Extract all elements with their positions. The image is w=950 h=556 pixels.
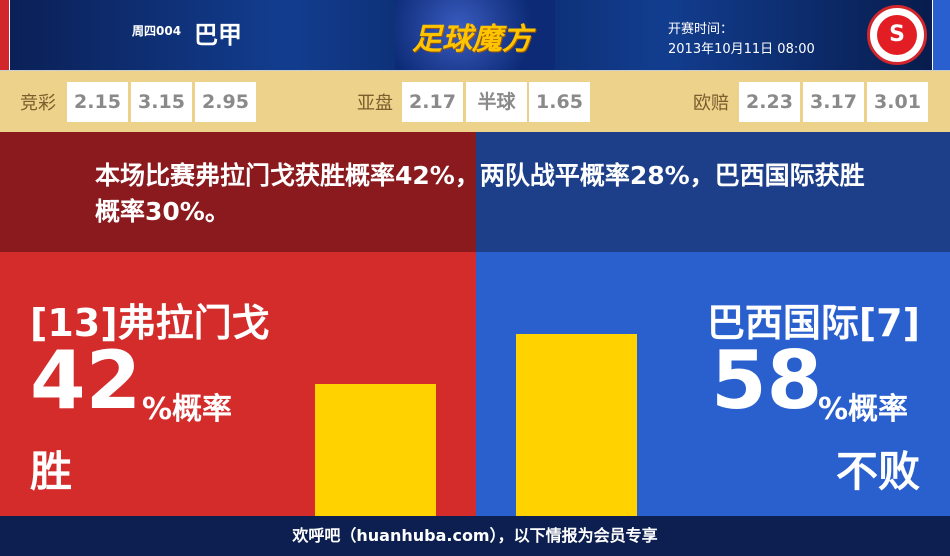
- odds-value: 2.15: [67, 82, 128, 122]
- odds-value: 3.15: [131, 82, 192, 122]
- home-panel: [13]弗拉门戈 42 %概率 胜: [0, 252, 476, 516]
- home-outcome: 胜: [30, 447, 73, 496]
- home-team-name: [13]弗拉门戈: [30, 301, 270, 345]
- summary-bg-away: [476, 132, 950, 252]
- odds-label-jingcai: 竞彩: [20, 93, 56, 114]
- odds-value: 2.95: [195, 82, 256, 122]
- odds-value: 2.17: [402, 82, 463, 122]
- home-team-strip: [0, 0, 10, 70]
- odds-label-euro: 欧赔: [693, 93, 729, 114]
- prediction-summary: 本场比赛弗拉门戈获胜概率42%，两队战平概率28%，巴西国际获胜概率30%。: [95, 161, 865, 226]
- home-percent-unit: %概率: [142, 392, 233, 427]
- home-percent: 42: [30, 334, 142, 427]
- odds-value: 3.17: [803, 82, 864, 122]
- away-probability-bar: [516, 334, 637, 516]
- footer-notice: 欢呼吧（huanhuba.com），以下情报为会员专享: [0, 516, 950, 556]
- odds-value: 2.23: [739, 82, 800, 122]
- odds-value: 半球: [466, 82, 527, 122]
- away-team-strip: [932, 0, 950, 70]
- odds-value: 1.65: [529, 82, 590, 122]
- home-probability-bar: [315, 384, 436, 516]
- odds-label-asian: 亚盘: [357, 93, 393, 114]
- internacional-badge-icon: S: [867, 5, 927, 65]
- away-panel: 巴西国际[7] 58 %概率 不败: [476, 252, 950, 516]
- away-outcome: 不败: [835, 447, 920, 496]
- odds-bar: 竞彩 2.15 3.15 2.95 亚盘 2.17 半球 1.65 欧赔 2.2…: [0, 70, 950, 132]
- away-percent: 58: [711, 334, 823, 427]
- match-number: 周四004: [132, 24, 182, 38]
- odds-value: 3.01: [867, 82, 928, 122]
- summary-bg-home: [0, 132, 476, 252]
- kickoff-label: 开赛时间：: [668, 22, 734, 37]
- site-logo: 足球魔方: [412, 22, 532, 57]
- away-team-name: 巴西国际[7]: [706, 301, 920, 345]
- league-name: 巴甲: [194, 21, 242, 49]
- away-percent-unit: %概率: [818, 392, 909, 427]
- logo-background: [395, 0, 555, 70]
- kickoff-time: 2013年10月11日 08:00: [668, 42, 815, 57]
